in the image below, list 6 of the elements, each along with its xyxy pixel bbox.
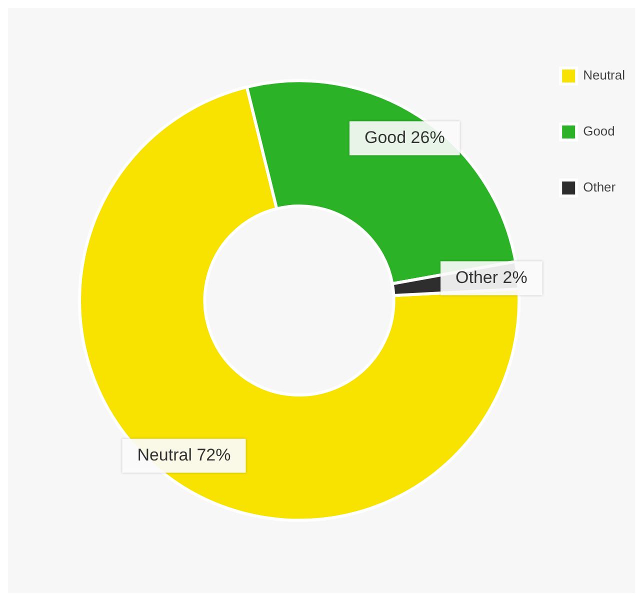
legend-label: Good: [583, 124, 615, 139]
data-label: Other 2%: [456, 268, 528, 287]
legend-label: Neutral: [583, 68, 626, 83]
legend-label: Other: [583, 180, 616, 195]
data-label: Neutral 72%: [137, 445, 231, 464]
data-label: Good 26%: [364, 128, 445, 147]
